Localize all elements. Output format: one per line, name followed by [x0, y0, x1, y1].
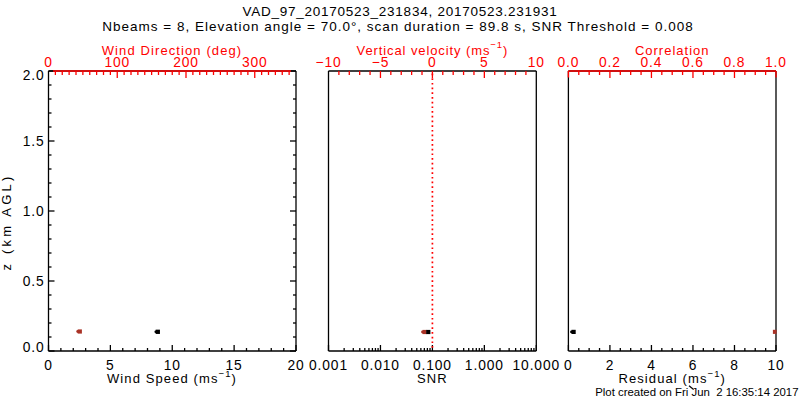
svg-text:Plot created on Fri Jun 2 16:: Plot created on Fri Jun 2 16:35:14 2017: [595, 386, 798, 398]
svg-text:200: 200: [173, 55, 199, 70]
svg-text:10.000: 10.000: [512, 358, 560, 373]
svg-text:0: 0: [44, 358, 53, 373]
svg-text:100: 100: [104, 55, 130, 70]
svg-text:Wind Speed (ms−1): Wind Speed (ms−1): [107, 368, 237, 387]
svg-text:0: 0: [44, 55, 53, 70]
svg-text:0.0: 0.0: [23, 340, 45, 355]
svg-text:20: 20: [287, 358, 304, 373]
svg-text:300: 300: [242, 55, 268, 70]
svg-text:1.5: 1.5: [23, 134, 45, 149]
svg-text:−5: −5: [372, 55, 390, 70]
svg-text:1.000: 1.000: [465, 358, 504, 373]
svg-text:Nbeams = 8, Elevation angle =: Nbeams = 8, Elevation angle = 70.0°, sca…: [102, 19, 693, 34]
svg-text:0.5: 0.5: [23, 274, 45, 289]
svg-text:2: 2: [606, 358, 615, 373]
svg-text:10: 10: [767, 358, 784, 373]
svg-text:0.6: 0.6: [682, 55, 704, 70]
svg-text:0.0: 0.0: [557, 55, 579, 70]
svg-text:VAD_97_20170523_231834, 201705: VAD_97_20170523_231834, 20170523.231931: [242, 4, 557, 19]
svg-text:10: 10: [528, 55, 545, 70]
svg-text:0: 0: [428, 55, 437, 70]
svg-text:1.0: 1.0: [23, 204, 45, 219]
svg-text:5: 5: [480, 55, 489, 70]
svg-text:0: 0: [564, 358, 573, 373]
svg-text:0.010: 0.010: [361, 358, 400, 373]
svg-text:0.001: 0.001: [309, 358, 348, 373]
svg-text:0.2: 0.2: [599, 55, 621, 70]
svg-text:0.4: 0.4: [640, 55, 662, 70]
svg-text:2.0: 2.0: [23, 68, 45, 83]
svg-text:1.0: 1.0: [765, 55, 787, 70]
svg-text:−10: −10: [315, 55, 341, 70]
svg-text:8: 8: [730, 358, 739, 373]
svg-text:z (km AGL): z (km AGL): [0, 173, 14, 270]
svg-text:SNR: SNR: [417, 371, 448, 386]
svg-text:0.8: 0.8: [724, 55, 746, 70]
